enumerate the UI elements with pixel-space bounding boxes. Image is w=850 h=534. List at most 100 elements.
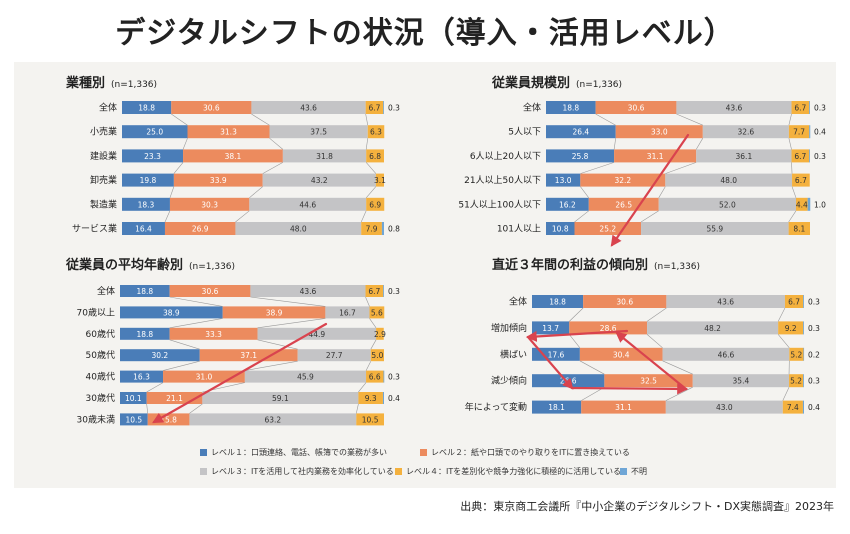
data-label: 48.0 (720, 176, 737, 185)
connector-line (788, 210, 797, 223)
connector-line (569, 307, 584, 322)
category-label: 6人以上20人以下 (470, 151, 541, 162)
bar-segment (122, 149, 184, 163)
bar-segment (235, 222, 362, 235)
data-label: 5.2 (790, 350, 802, 359)
connector-line (791, 162, 793, 174)
annotation-arrow (525, 329, 629, 342)
connector-line (788, 138, 792, 150)
connector-line (169, 186, 175, 198)
data-label: 10.1 (125, 394, 142, 403)
data-label: 59.1 (272, 394, 289, 403)
data-label: 6.3 (370, 128, 382, 137)
bar-segment (546, 101, 596, 114)
bar-segment (546, 149, 615, 163)
data-label: 33.3 (205, 330, 222, 339)
connector-line (782, 387, 790, 401)
data-label: 9.3 (365, 394, 377, 403)
data-label: 27.7 (326, 351, 343, 360)
data-label: 13.7 (542, 324, 559, 333)
data-label: 0.2 (808, 350, 820, 359)
data-label: 36.1 (736, 152, 753, 161)
bar-segment (382, 392, 384, 404)
bar-segment (169, 197, 250, 211)
category-label: 建設業 (90, 150, 117, 162)
connector-line (244, 360, 298, 371)
bar-segment (803, 347, 805, 361)
bar-segment (809, 125, 811, 139)
bar-segment (164, 222, 236, 235)
bar-segment (250, 285, 366, 297)
data-label: 16.7 (339, 308, 356, 317)
data-label: 30.3 (201, 200, 218, 209)
connector-line (365, 162, 377, 174)
category-label: 小売業 (90, 126, 117, 138)
category-label: 30歳未満 (77, 413, 115, 425)
bar-segment (532, 400, 582, 414)
data-label: 18.8 (138, 104, 155, 113)
bar-segment (376, 327, 384, 340)
bar-segment (615, 125, 703, 139)
connector-line (580, 186, 590, 198)
data-label: 0.4 (814, 128, 826, 137)
bar-segment (325, 306, 370, 319)
data-label: 35.4 (733, 377, 750, 386)
connector-line (235, 210, 250, 223)
data-label: 23.3 (144, 152, 161, 161)
data-label: 63.2 (265, 415, 282, 424)
data-label: 37.5 (310, 128, 327, 137)
category-label: 全体 (99, 102, 117, 114)
data-label: 1.0 (814, 200, 826, 209)
bar-segment (222, 306, 326, 319)
bar-segment (532, 295, 584, 308)
legend-item-unknown: 不明 (620, 466, 647, 477)
bar-segment (784, 295, 804, 308)
bar-segment (356, 413, 384, 426)
category-label: 70歳以上 (77, 306, 115, 318)
category-label: 40歳代 (86, 371, 115, 383)
bar-segment (171, 101, 252, 114)
connector-line (646, 334, 663, 349)
data-label: 16.4 (135, 225, 152, 234)
data-label: 3.1 (374, 176, 386, 185)
connector-line (262, 162, 284, 174)
category-label: 卸売業 (90, 174, 117, 186)
bar-segment (595, 101, 677, 114)
data-label: 0.3 (808, 298, 820, 307)
connector-line (249, 186, 263, 199)
data-label: 6.7 (368, 104, 380, 113)
bar-segment (546, 222, 575, 235)
category-label: 全体 (97, 285, 115, 297)
bar-segment (532, 347, 580, 361)
data-label: 37.1 (240, 351, 257, 360)
bar-segment (366, 370, 384, 383)
legend-item-level1: レベル１：口頭連絡、電話、帳簿での業務が多い (200, 447, 387, 458)
data-label: 43.2 (311, 176, 328, 185)
connector-line (360, 210, 367, 223)
data-label: 17.6 (548, 350, 565, 359)
data-label: 13.0 (555, 176, 572, 185)
legend-item-level4: レベル４：ITを差別化や競争力強化に積極的に活用している (395, 466, 621, 477)
bar-segment (122, 125, 188, 139)
data-label: 25.8 (572, 152, 589, 161)
bar-segment (580, 173, 666, 187)
bar-segment (365, 101, 384, 114)
bar-segment (257, 327, 377, 340)
connector-line (777, 307, 786, 322)
bar-segment (120, 327, 170, 340)
connector-line (182, 138, 188, 150)
data-label: 55.9 (706, 225, 723, 234)
connector-line (658, 186, 666, 198)
bar-segment (366, 149, 384, 163)
data-label: 0.3 (388, 104, 400, 113)
bar-segment (383, 101, 384, 114)
connector-line (777, 334, 790, 348)
connector-line (358, 382, 367, 393)
data-label: 44.9 (308, 330, 325, 339)
data-label: 30.6 (202, 287, 219, 296)
connector-line (365, 113, 369, 126)
page-title: デジタルシフトの状況（導入・活用レベル） (115, 16, 735, 51)
data-label: 0.3 (814, 104, 826, 113)
connector-line (662, 360, 693, 375)
connector-line (574, 210, 589, 223)
